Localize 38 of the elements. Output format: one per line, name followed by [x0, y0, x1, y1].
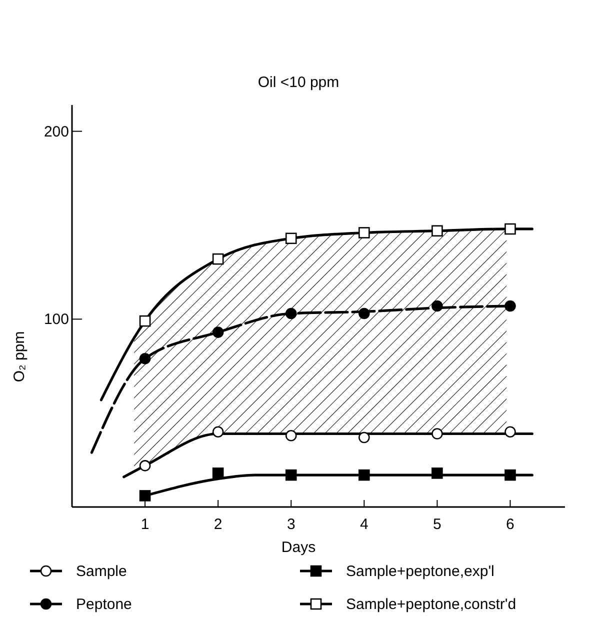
y-tick-label: 200: [44, 123, 69, 140]
x-tick-label: 4: [360, 516, 368, 533]
x-tick-label: 6: [506, 516, 514, 533]
x-tick-label: 5: [433, 516, 442, 533]
point: [139, 352, 151, 364]
chart-title: Oil <10 ppm: [258, 74, 340, 91]
point: [358, 227, 370, 238]
point: [212, 426, 224, 438]
point: [139, 490, 151, 502]
point: [212, 468, 224, 479]
x-tick-label: 1: [140, 516, 150, 533]
point: [358, 469, 370, 481]
x-axis-title: Days: [281, 539, 316, 556]
point: [212, 253, 224, 265]
point: [504, 426, 516, 438]
point: [432, 225, 443, 237]
legend-label: Sample: [76, 563, 127, 580]
point: [504, 469, 516, 481]
point: [432, 428, 443, 440]
point: [504, 223, 516, 235]
point: [139, 315, 151, 327]
point: [285, 469, 297, 481]
point: [285, 430, 297, 442]
point: [432, 468, 443, 479]
legend-label: Sample+peptone,exp'l: [346, 563, 494, 580]
point: [358, 308, 370, 320]
point: [504, 300, 516, 312]
y-tick-label: 100: [44, 311, 69, 328]
point: [432, 300, 443, 312]
point: [285, 232, 297, 244]
point: [212, 326, 224, 338]
x-tick-label: 2: [214, 516, 222, 533]
legend-label: Sample+peptone,constr'd: [346, 596, 516, 613]
y-axis-title: O₂ ppm: [11, 331, 28, 382]
legend-label: Peptone: [76, 596, 132, 613]
point: [285, 308, 297, 320]
x-tick-label: 3: [286, 516, 296, 533]
point: [139, 460, 151, 472]
